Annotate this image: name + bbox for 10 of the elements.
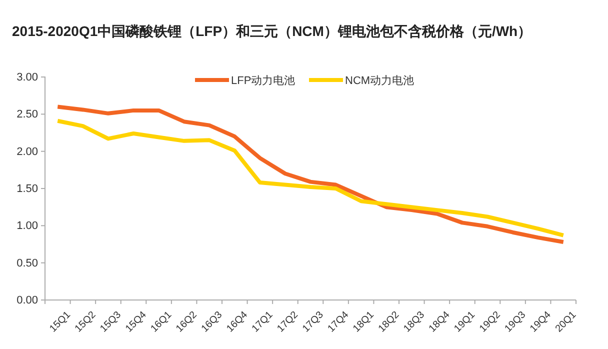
y-tick-label: 1.00 bbox=[16, 220, 38, 232]
legend-label: NCM动力电池 bbox=[345, 74, 414, 87]
y-tick-label: 0.50 bbox=[16, 257, 38, 270]
y-tick-label: 0.00 bbox=[16, 294, 38, 307]
y-tick-label: 3.00 bbox=[16, 72, 38, 84]
y-tick-label: 2.00 bbox=[16, 146, 38, 158]
y-tick-label: 1.50 bbox=[16, 183, 38, 196]
y-tick-label: 2.50 bbox=[16, 108, 38, 121]
chart-title: 2015-2020Q1中国磷酸铁锂（LFP）和三元（NCM）锂电池包不含税价格（元/Wh） bbox=[12, 23, 532, 39]
legend-label: LFP动力电池 bbox=[231, 74, 296, 87]
